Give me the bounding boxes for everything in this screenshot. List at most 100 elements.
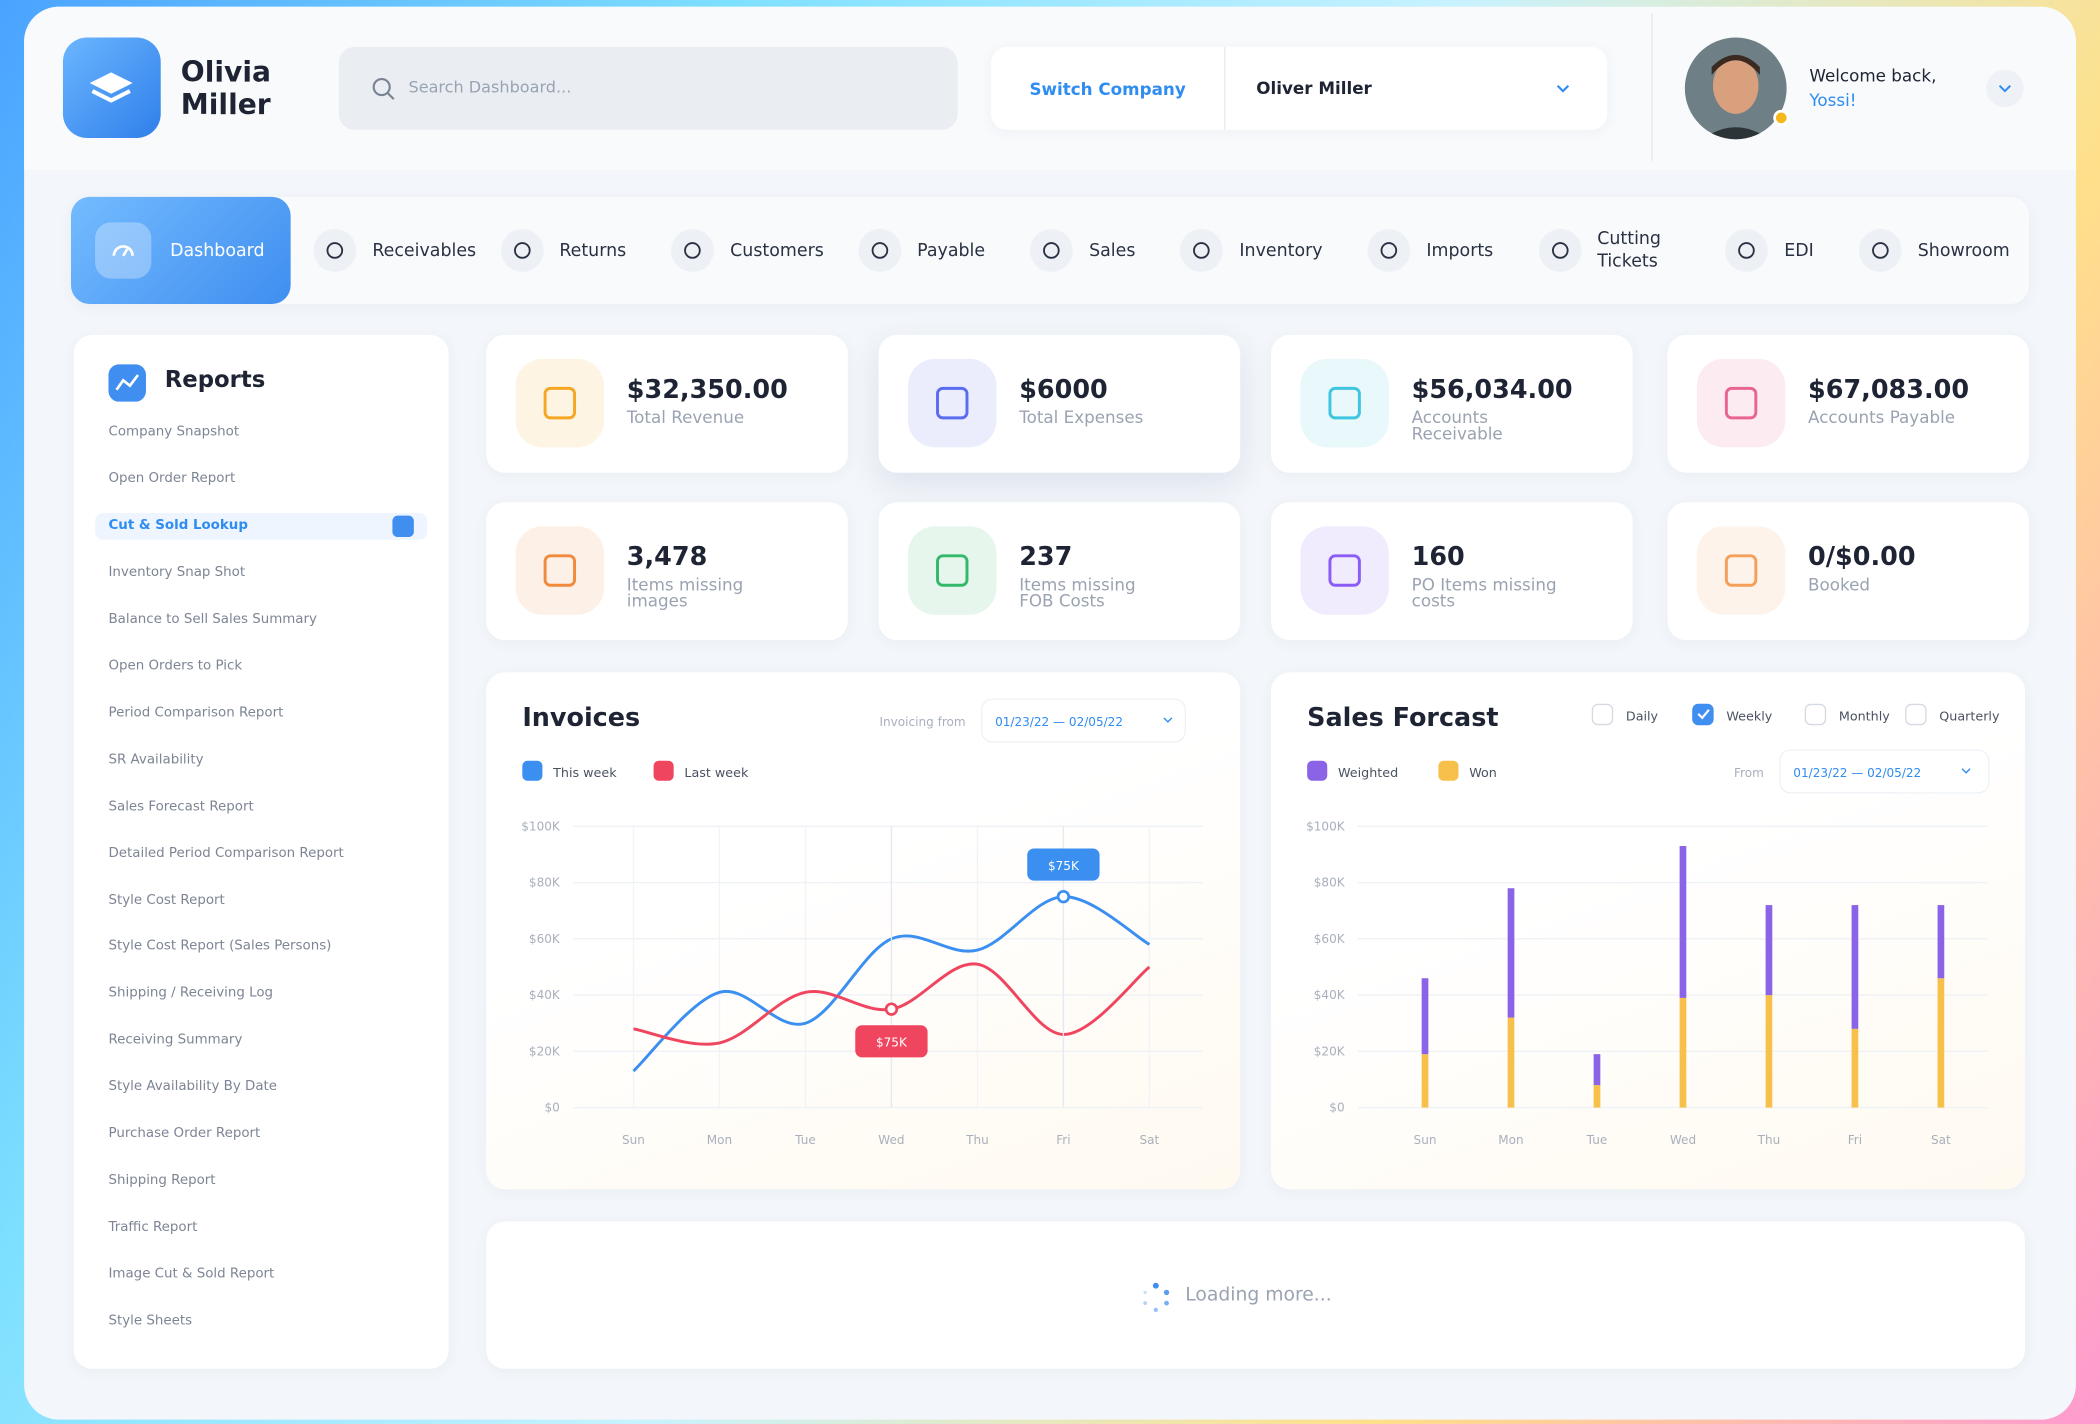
report-item[interactable]: SR Availability (95, 747, 427, 774)
report-item[interactable]: Sales Forecast Report (95, 794, 427, 821)
stat-value: $56,034.00 (1411, 375, 1573, 405)
report-item[interactable]: Image Cut & Sold Report (95, 1262, 427, 1289)
report-label: SR Availability (108, 752, 204, 767)
nav-label: Receivables (372, 240, 477, 261)
loading-card: Loading more... (486, 1221, 2026, 1369)
sidebar: Reports Company Snapshot Open Order Repor… (73, 334, 449, 1369)
x-tick-label: Tue (794, 1133, 816, 1147)
icon-shape (1328, 554, 1361, 587)
x-tick-label: Sat (1140, 1133, 1160, 1147)
report-item[interactable]: Style Cost Report (95, 887, 427, 914)
report-item[interactable]: Detailed Period Comparison Report (95, 840, 427, 867)
icon-shape (1043, 242, 1060, 259)
range-value: 01/23/22 — 02/05/22 (1793, 766, 1921, 780)
stat-label: Items missing FOB Costs (1019, 574, 1136, 611)
chevron (1556, 84, 1570, 93)
bar-segment (1765, 905, 1773, 996)
icon (936, 554, 969, 587)
nav-item[interactable]: Inventory (1180, 229, 1323, 272)
legend-swatch (653, 760, 674, 781)
icon-shape (1871, 242, 1889, 259)
nav-item[interactable]: Sales (1030, 229, 1135, 272)
y-tick-label: $100K (521, 819, 561, 833)
report-label: Style Sheets (108, 1313, 193, 1329)
nav-active[interactable]: Dashboard (70, 196, 291, 305)
nav-item[interactable]: Returns (500, 229, 626, 272)
checkbox[interactable] (1591, 703, 1614, 726)
report-item[interactable]: Period Comparison Report (95, 700, 427, 727)
report-item[interactable]: Company Snapshot (95, 419, 427, 446)
avatar[interactable] (1682, 35, 1792, 145)
icon-shape (513, 242, 531, 259)
marker (1056, 889, 1071, 904)
y-tick-label: $80K (529, 876, 561, 890)
icon-shape (936, 554, 969, 587)
nav-item[interactable]: Customers (671, 229, 824, 272)
nav-item[interactable]: Showroom (1858, 229, 2010, 272)
icon (543, 554, 577, 587)
stat-card: 160 PO Items missing costs (1270, 502, 1633, 641)
icon (871, 242, 888, 259)
x-tick-label: Sun (622, 1133, 645, 1147)
switch-label[interactable]: Switch Company (991, 46, 1226, 130)
report-item[interactable]: Shipping / Receiving Log (95, 981, 427, 1008)
report-label: Purchase Order Report (108, 1126, 261, 1142)
report-item[interactable]: Open Orders to Pick (95, 653, 427, 680)
report-label: Shipping Report (108, 1173, 216, 1189)
report-item[interactable]: Open Order Report (95, 466, 427, 493)
bar-segment (1851, 1028, 1859, 1108)
nav-icon (500, 229, 544, 272)
report-item[interactable]: Style Sheets (95, 1309, 427, 1336)
annotation: $75K (876, 1036, 908, 1050)
checkbox[interactable] (1692, 703, 1714, 726)
nav-item[interactable]: EDI (1725, 229, 1814, 272)
report-item-active[interactable]: Cut & Sold Lookup (95, 512, 428, 540)
report-item[interactable]: Balance to Sell Sales Summary (95, 606, 427, 633)
report-item[interactable]: Traffic Report (95, 1215, 427, 1242)
date-range[interactable] (1779, 749, 1990, 794)
x-tick-label: Mon (1498, 1133, 1523, 1147)
stat-label: Booked (1808, 574, 1871, 595)
stat-card: 3,478 Items missing images (486, 502, 848, 641)
user-name: Yossi! (1809, 89, 1857, 110)
checkbox[interactable] (1905, 703, 1927, 726)
range-label: Invoicing from (879, 715, 965, 729)
y-tick-label: $80K (1314, 876, 1346, 890)
nav-item[interactable]: Imports (1367, 229, 1493, 272)
bar-segment (1593, 1085, 1601, 1108)
chevron (1998, 85, 2011, 93)
search[interactable]: Search Dashboard... (338, 46, 958, 130)
report-arrow (392, 515, 414, 537)
nav-label: Returns (559, 240, 627, 261)
spinner (1143, 1282, 1170, 1312)
stat-icon (1696, 526, 1786, 615)
y-tick-label: $60K (529, 932, 561, 946)
date-range[interactable] (981, 698, 1186, 743)
report-item[interactable]: Style Availability By Date (95, 1075, 427, 1102)
nav-item[interactable]: Cutting Tickets (1538, 228, 1680, 274)
report-item[interactable]: Receiving Summary (95, 1028, 427, 1055)
report-label: Image Cut & Sold Report (108, 1267, 275, 1282)
report-item[interactable]: Style Cost Report (Sales Persons) (95, 934, 427, 961)
user-menu[interactable] (1986, 69, 2024, 108)
icon-shape (936, 386, 969, 420)
nav-icon (1180, 229, 1224, 272)
x-tick-label: Mon (707, 1133, 732, 1147)
nav-label: Dashboard (170, 240, 265, 261)
x-tick-label: Thu (965, 1133, 989, 1147)
checkbox[interactable] (1804, 703, 1827, 726)
stat-card: $32,350.00 Total Revenue (486, 334, 848, 473)
icon-shape (1738, 242, 1756, 259)
report-item[interactable]: Inventory Snap Shot (95, 560, 427, 587)
report-item[interactable]: Shipping Report (95, 1168, 427, 1195)
icon (1724, 386, 1758, 420)
nav-icon (1030, 229, 1074, 272)
nav-item[interactable]: Payable (858, 229, 985, 272)
company-switcher[interactable]: Switch Company Oliver Miller (991, 46, 1608, 130)
nav-label: Cutting Tickets (1597, 229, 1662, 272)
nav-item[interactable]: Receivables (313, 229, 477, 272)
chart-title: Invoices (522, 702, 640, 732)
report-item[interactable]: Purchase Order Report (95, 1121, 427, 1148)
logo[interactable] (62, 37, 161, 138)
report-label: Cut & Sold Lookup (108, 518, 248, 533)
